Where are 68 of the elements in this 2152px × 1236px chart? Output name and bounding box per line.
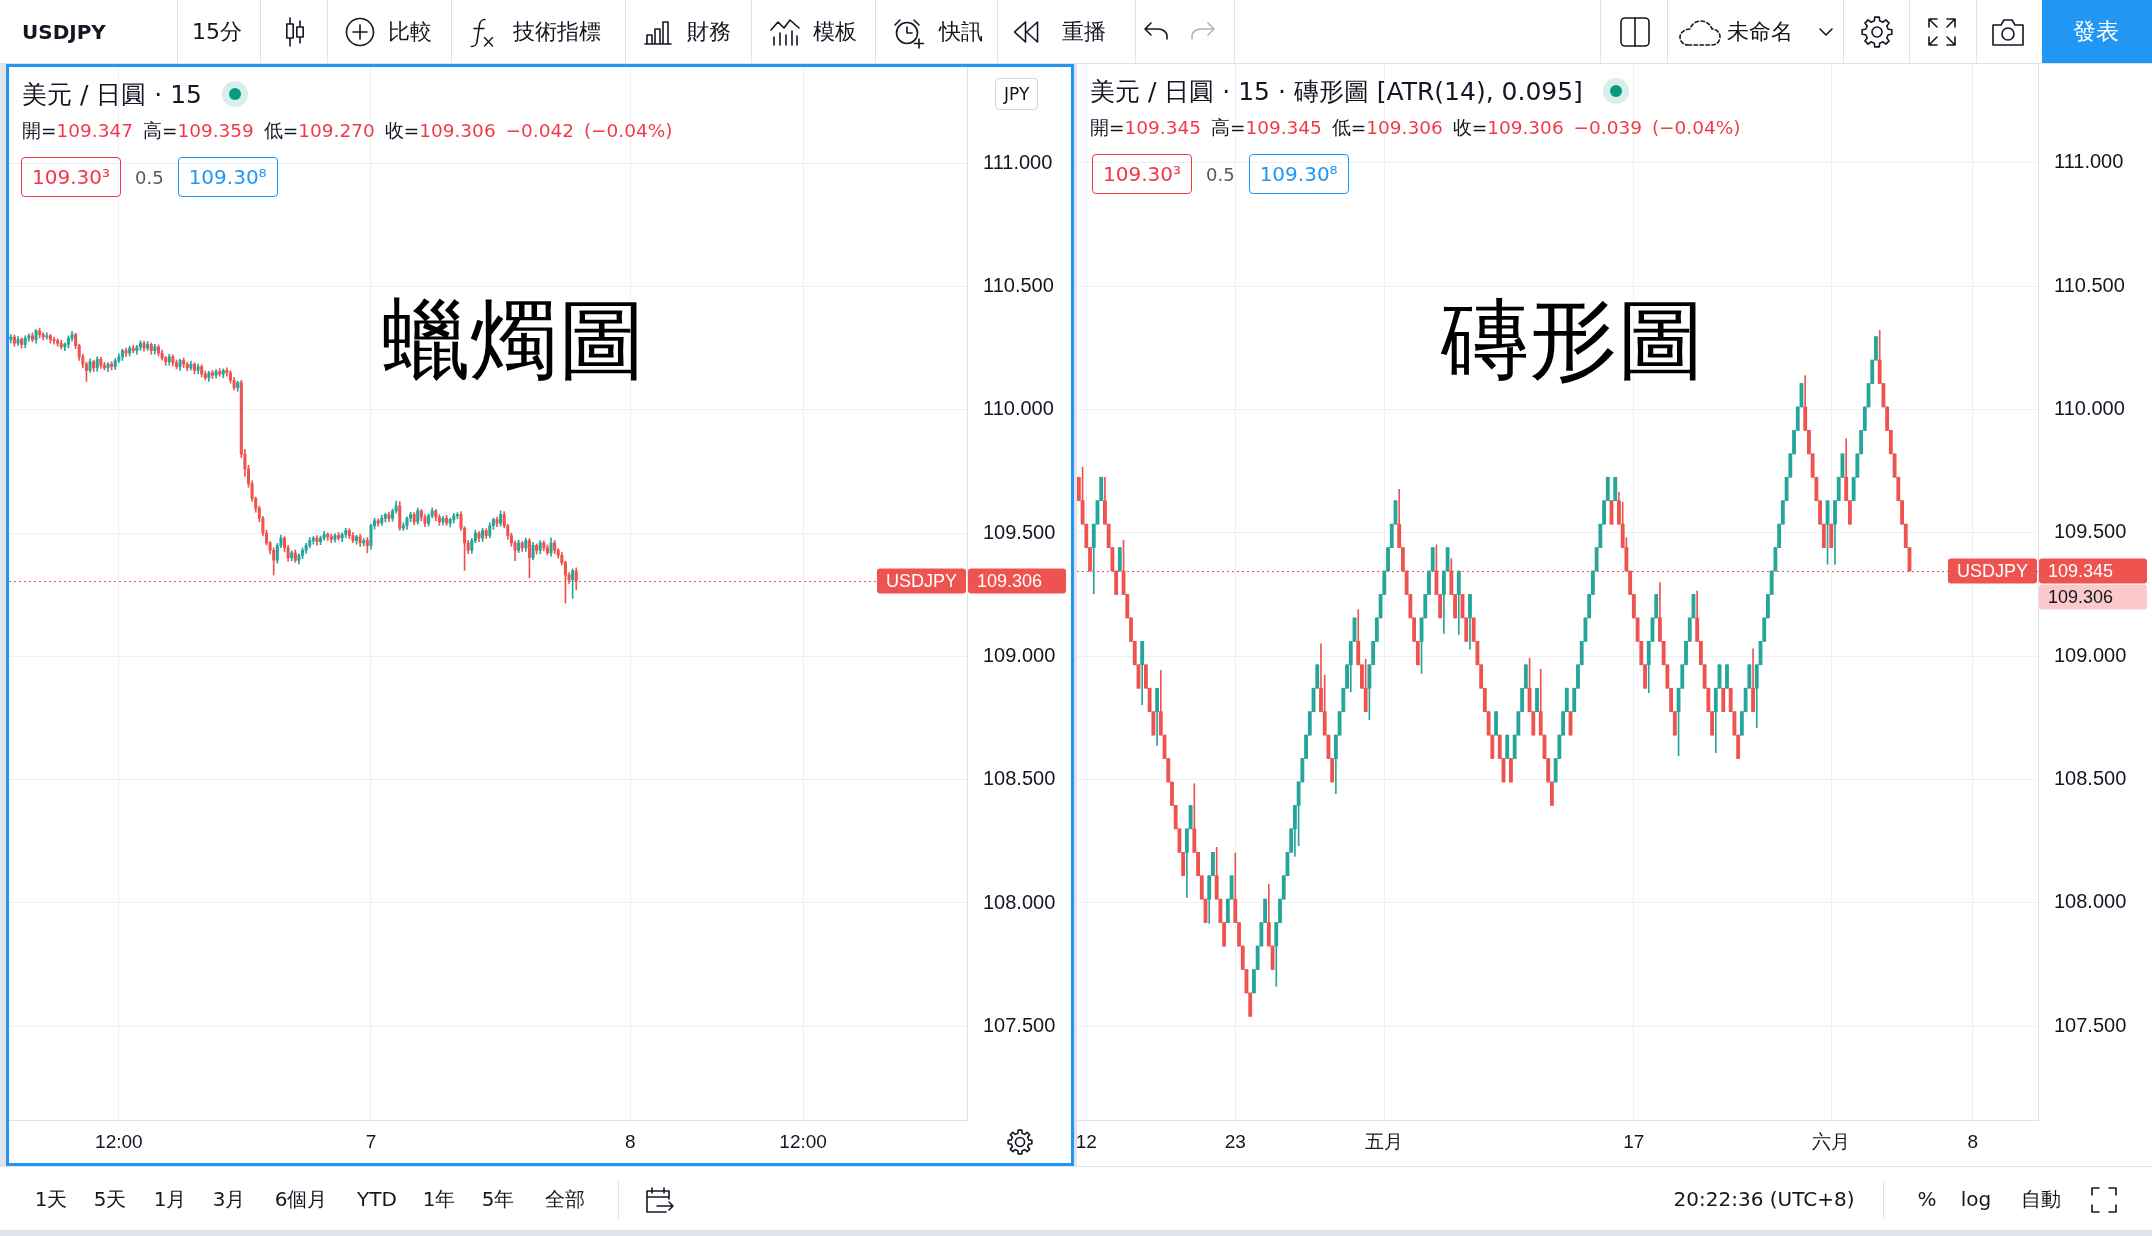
x-tick-label: 12 [1075, 1130, 1097, 1152]
text: 美元 / 日圓 · 15 [22, 78, 202, 111]
text: 109.306 [977, 570, 1043, 591]
annotation: 0.5 [1206, 163, 1235, 185]
text: 開=109.347 高=109.359 低=109.270 收=109.306 −0.042 (−0.04%) [22, 119, 673, 142]
y-tick-label: 108.500 [983, 767, 1056, 790]
y-tick-label: 108.500 [2054, 767, 2127, 790]
ref-line-label: USDJPY [1956, 561, 2028, 581]
y-tick-label: 111.000 [983, 150, 1053, 173]
x-tick-label: 12:00 [779, 1130, 827, 1152]
text: 財務 [687, 18, 731, 46]
y-tick-label: 109.500 [983, 520, 1056, 543]
text: 比較 [388, 18, 432, 46]
text: 全部 [545, 1187, 585, 1211]
x-tick-label: 8 [624, 1130, 636, 1152]
text: JPY [995, 78, 1039, 110]
text: YTD [357, 1187, 397, 1211]
text: 109.345 [2048, 561, 2114, 581]
text: 快訊 [939, 18, 983, 46]
x-tick-label: 7 [365, 1130, 377, 1152]
text: 5年 [481, 1187, 515, 1211]
annotation: 109.30⁸ [177, 157, 278, 197]
text: 重播 [1062, 18, 1106, 46]
candlestick [52, 336, 56, 345]
text: 1天 [34, 1187, 68, 1211]
text: 5天 [93, 1187, 127, 1211]
annotation: 0.5 [135, 166, 164, 188]
text: 模板 [813, 18, 857, 46]
text: 6個月 [274, 1187, 328, 1211]
text: 1月 [153, 1187, 187, 1211]
text: USDJPY [22, 20, 106, 44]
text: 1年 [422, 1187, 456, 1211]
y-tick-label: 109.000 [2054, 643, 2127, 666]
y-tick-label: 110.000 [2054, 396, 2125, 419]
text: 3月 [212, 1187, 246, 1211]
text: 未命名 [1727, 18, 1793, 46]
text: 美元 / 日圓 · 15 · 磚形圖 [ATR(14), 0.095] [1090, 75, 1583, 108]
text: 109.306 [2048, 587, 2114, 607]
y-tick-label: 110.000 [983, 397, 1054, 420]
y-tick-label: 109.000 [983, 643, 1056, 666]
x-tick-label: 17 [1623, 1130, 1645, 1152]
text: 自動 [2021, 1187, 2061, 1211]
annotation: 109.30⁸ [1248, 154, 1349, 194]
text: 15分 [192, 18, 242, 46]
annotation: 蠟燭圖 [382, 288, 646, 391]
text: 發表 [2073, 18, 2119, 46]
y-tick-label: 107.500 [2054, 1013, 2127, 1036]
y-tick-label: 108.000 [983, 890, 1056, 913]
ref-line-label: USDJPY [885, 570, 957, 591]
text: 技術指標 [513, 18, 601, 46]
y-tick-label: 110.500 [2054, 273, 2125, 296]
y-tick-label: 108.000 [2054, 890, 2127, 913]
x-tick-label: 五月 [1365, 1130, 1404, 1152]
annotation: 109.30³ [21, 157, 121, 197]
y-tick-label: 111.000 [2054, 150, 2124, 173]
y-tick-label: 107.500 [983, 1013, 1056, 1036]
x-tick-label: 六月 [1812, 1130, 1851, 1152]
text: % [1917, 1187, 1937, 1211]
annotation: 磚形圖 [1441, 288, 1705, 391]
text: 20:22:36 (UTC+8) [1673, 1187, 1855, 1211]
y-tick-label: 109.500 [2054, 520, 2127, 543]
x-tick-label: 8 [1967, 1130, 1979, 1152]
y-tick-label: 110.500 [983, 273, 1054, 296]
x-tick-label: 12:00 [95, 1130, 143, 1152]
text: 開=109.345 高=109.345 低=109.306 收=109.306 −0.039 (−0.04%) [1090, 116, 1741, 139]
annotation: 109.30³ [1092, 154, 1192, 194]
x-tick-label: 23 [1224, 1130, 1246, 1152]
text: log [1960, 1187, 1992, 1211]
